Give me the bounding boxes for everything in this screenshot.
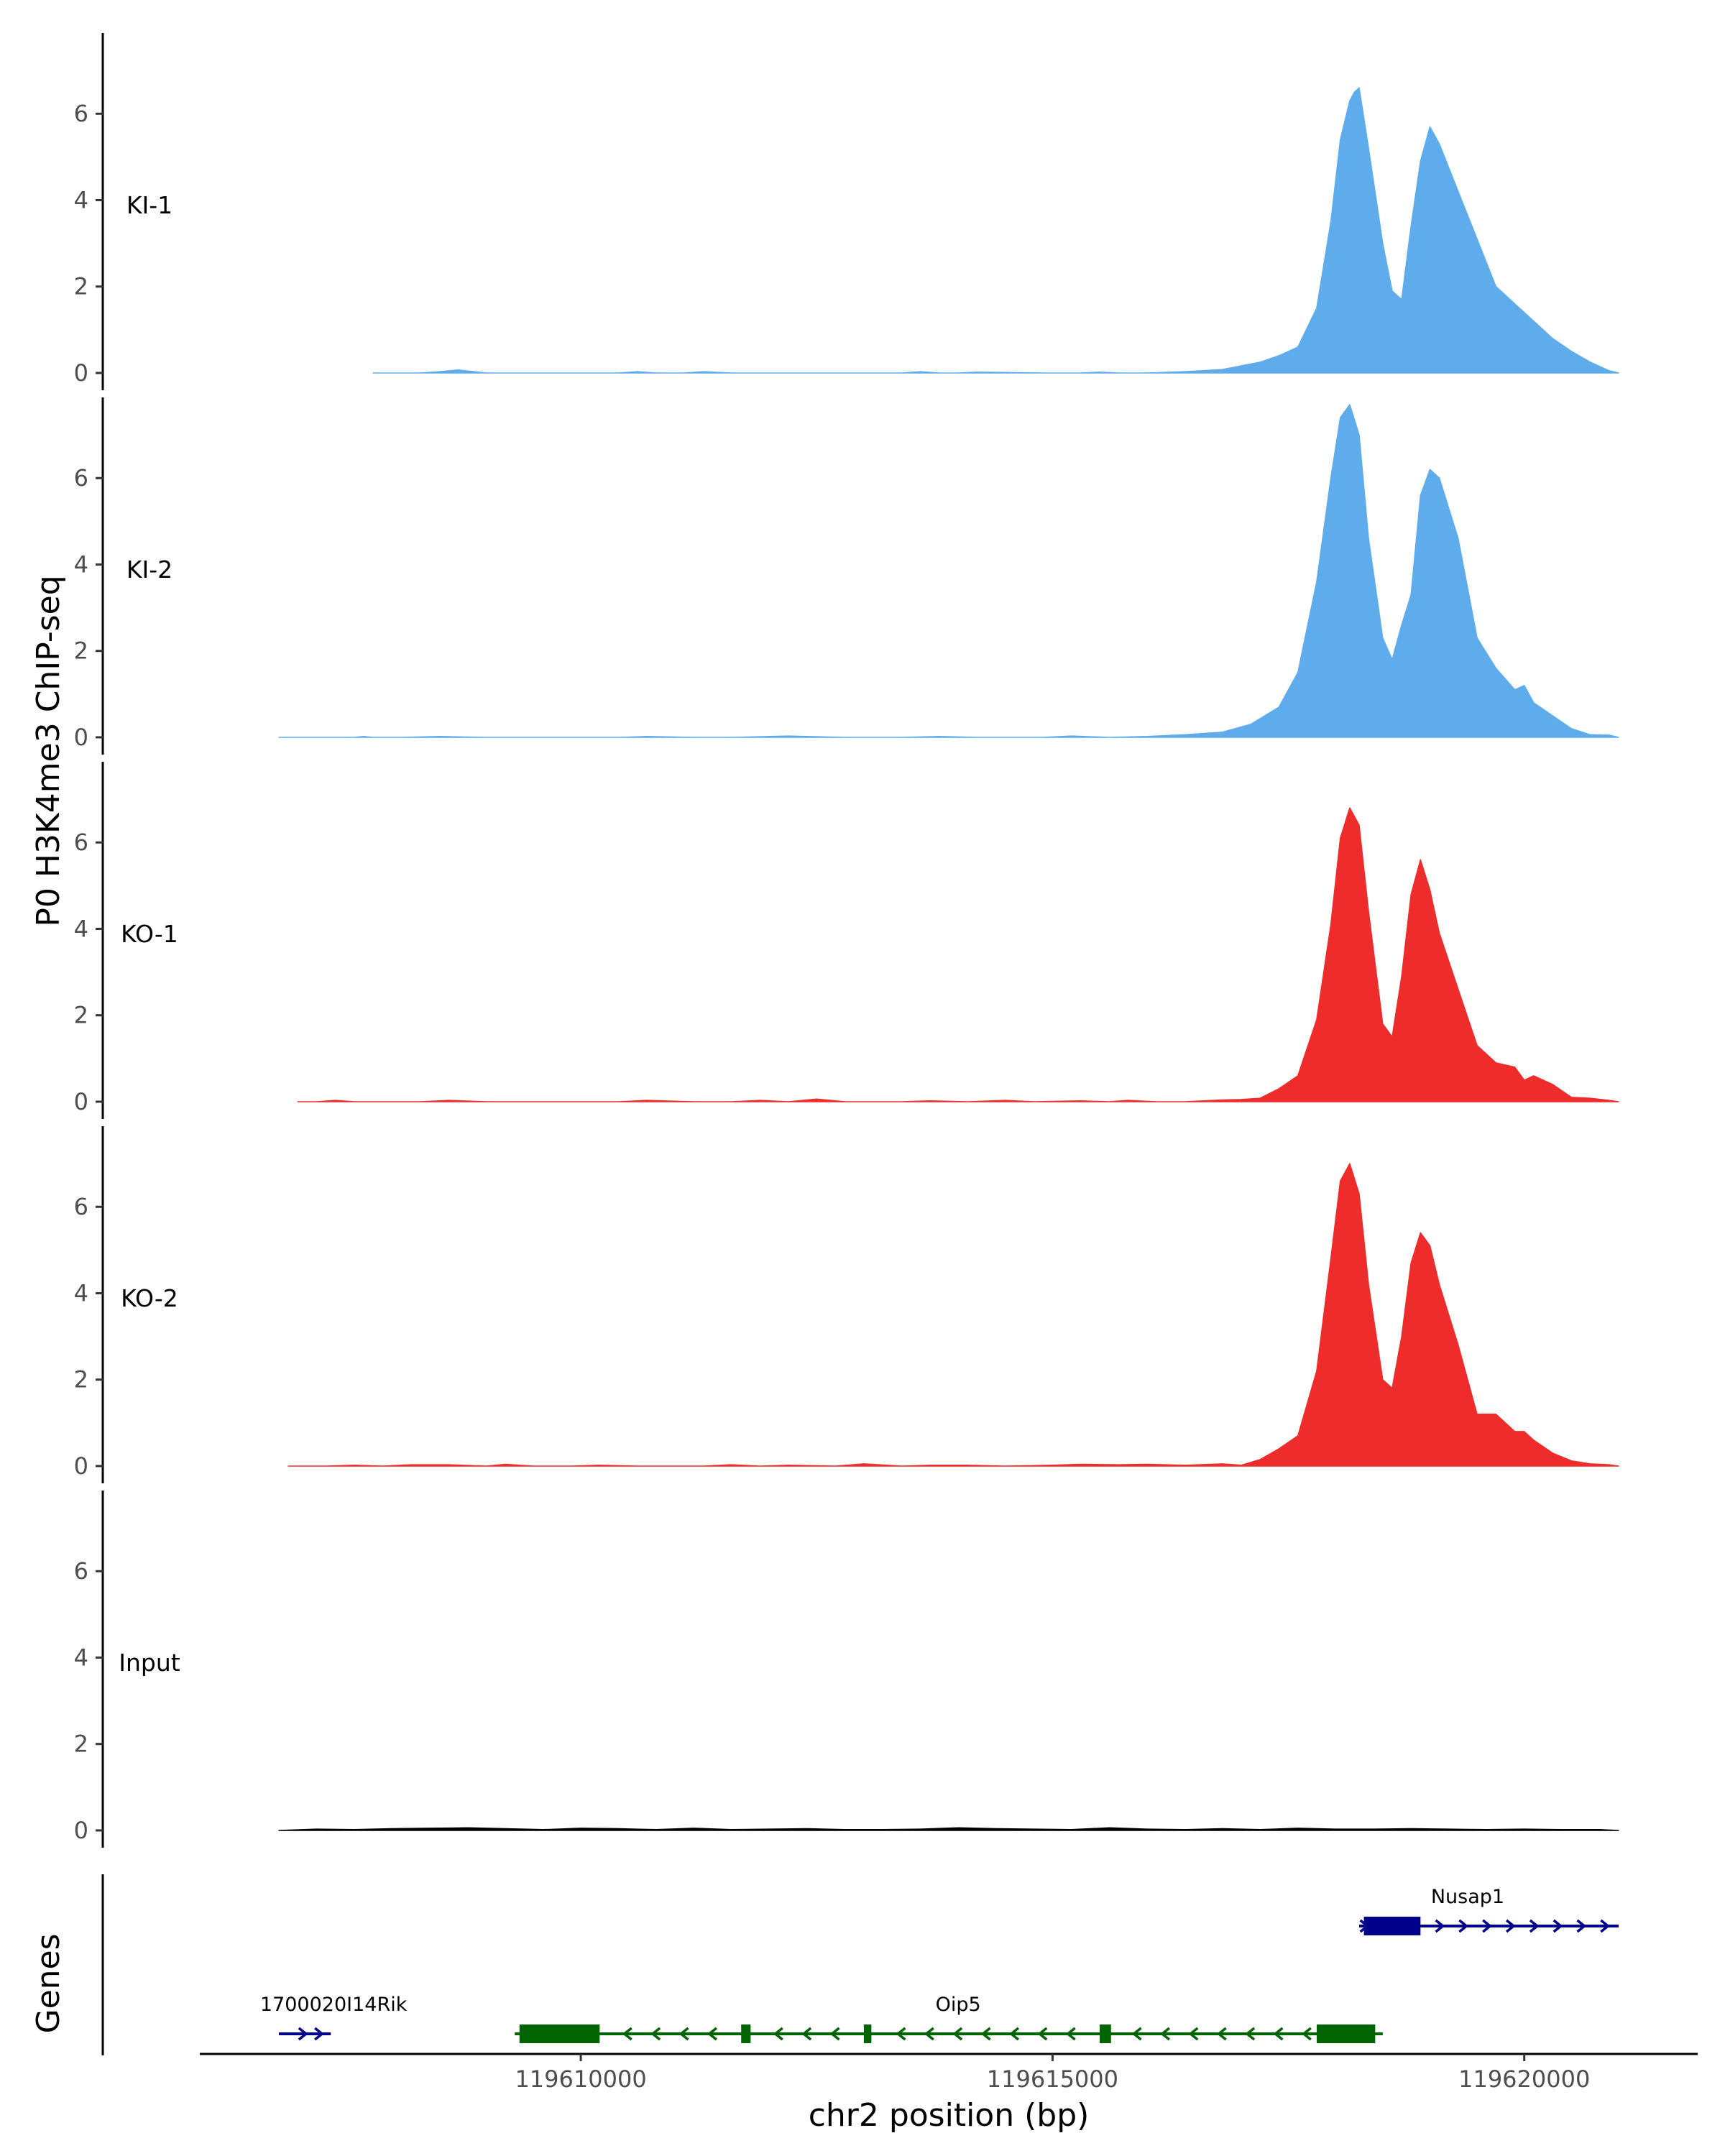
- strand-arrow: [707, 2027, 717, 2041]
- strand-arrow: [1065, 2027, 1076, 2041]
- signal-area-ki-1: [372, 87, 1619, 374]
- strand-arrow: [1160, 2027, 1171, 2041]
- y-tick-label: 0: [74, 359, 88, 387]
- track-panel-ki-2: 0 2 4 6 KI-2: [74, 397, 1619, 755]
- strand-arrow: [1505, 1919, 1516, 1933]
- y-tick-label: 6: [74, 829, 88, 856]
- strand-arrow: [1131, 2027, 1142, 2041]
- strand-arrow: [1359, 1919, 1370, 1933]
- signal-area-ki-2: [278, 404, 1619, 738]
- strand-arrow: [801, 2027, 812, 2041]
- gene-exon: [1100, 2024, 1111, 2043]
- y-tick-label: 2: [74, 1731, 88, 1758]
- y-axis-title: P0 H3K4me3 ChIP-seq: [30, 575, 67, 926]
- strand-arrow: [773, 2027, 783, 2041]
- track-label-ko-2: KO-2: [121, 1284, 178, 1312]
- strand-arrow: [298, 2027, 308, 2041]
- strand-arrow: [1482, 1919, 1493, 1933]
- track-label-ki-2: KI-2: [126, 556, 172, 584]
- y-tick-label: 2: [74, 273, 88, 300]
- strand-arrow: [1009, 2027, 1019, 2041]
- strand-arrow: [1600, 1919, 1611, 1933]
- strand-arrow: [1576, 1919, 1587, 1933]
- gene-oip5: Oip5: [515, 1994, 1383, 2043]
- gene-annotation-panel: 119610000 119615000 119620000 1700020I14Rik…: [101, 1874, 1698, 2093]
- track-label-ko-1: KO-1: [121, 920, 178, 948]
- y-tick-label: 4: [74, 1644, 88, 1671]
- gene-nusap1: Nusap1: [1359, 1886, 1619, 1935]
- strand-arrow: [1458, 1919, 1469, 1933]
- y-tick-label: 0: [74, 1817, 88, 1844]
- signal-area-ko-2: [288, 1163, 1619, 1467]
- y-tick-label: 0: [74, 1452, 88, 1480]
- gene-exon: [863, 2024, 872, 2043]
- y-tick-label: 6: [74, 1193, 88, 1220]
- y-tick-label: 6: [74, 1557, 88, 1585]
- y-tick-label: 0: [74, 1088, 88, 1115]
- x-tick-label: 119615000: [987, 2065, 1118, 2093]
- strand-arrow: [678, 2027, 689, 2041]
- y-tick-label: 2: [74, 1002, 88, 1029]
- x-tick-label: 119620000: [1458, 2065, 1590, 2093]
- strand-arrow: [1188, 2027, 1199, 2041]
- strand-arrow: [650, 2027, 661, 2041]
- y-tick-label: 0: [74, 724, 88, 751]
- y-tick-label: 2: [74, 637, 88, 665]
- track-panel-ko-1: 0 2 4 6 KO-1: [74, 762, 1619, 1119]
- strand-arrow: [829, 2027, 840, 2041]
- x-tick-label: 119610000: [515, 2065, 646, 2093]
- y-tick-label: 4: [74, 915, 88, 942]
- strand-arrow: [1435, 1919, 1445, 1933]
- track-panel-input: 0 2 4 6 Input: [74, 1491, 1619, 1848]
- genes-axis-title: Genes: [30, 1933, 67, 2033]
- gene-label-1700020i14rik: 1700020I14Rik: [260, 1994, 408, 2016]
- track-label-input: Input: [119, 1649, 180, 1677]
- y-tick-label: 2: [74, 1366, 88, 1393]
- track-panel-ki-1: 0 2 4 6 KI-1: [74, 33, 1619, 390]
- gene-exon: [519, 2024, 600, 2043]
- signal-area-input: [278, 1827, 1619, 1831]
- y-tick-label: 4: [74, 1279, 88, 1307]
- track-label-ki-1: KI-1: [126, 191, 172, 219]
- signal-area-ko-1: [297, 807, 1619, 1102]
- gene-label-nusap1: Nusap1: [1431, 1886, 1504, 1908]
- strand-arrow: [1037, 2027, 1048, 2041]
- y-tick-label: 4: [74, 550, 88, 578]
- strand-arrow: [1552, 1919, 1563, 1933]
- strand-arrow: [622, 2027, 632, 2041]
- x-axis-title: chr2 position (bp): [809, 2097, 1090, 2134]
- strand-arrow: [314, 2027, 324, 2041]
- gene-1700020i14rik: 1700020I14Rik: [260, 1994, 408, 2041]
- y-tick-label: 6: [74, 100, 88, 127]
- strand-arrow: [1529, 1919, 1540, 1933]
- strand-arrow: [1273, 2027, 1284, 2041]
- track-panel-ko-2: 0 2 4 6 KO-2: [74, 1126, 1619, 1483]
- gene-label-oip5: Oip5: [936, 1994, 981, 2016]
- signal-tracks: 0 2 4 6 KI-1 0 2 4 6 KI-2 0 2 4 6 KO-1 0 2 4 6 KO-2 0 2 4 6 Inpu…: [74, 33, 1619, 1848]
- strand-arrow: [924, 2027, 934, 2041]
- y-tick-label: 6: [74, 464, 88, 492]
- gene-exon: [741, 2024, 751, 2043]
- strand-arrow: [952, 2027, 963, 2041]
- strand-arrow: [1302, 2027, 1312, 2041]
- y-tick-label: 4: [74, 186, 88, 213]
- gene-exon: [1316, 2024, 1376, 2043]
- strand-arrow: [896, 2027, 906, 2041]
- gene-exon: [1363, 1917, 1421, 1935]
- strand-arrow: [1216, 2027, 1227, 2041]
- strand-arrow: [1245, 2027, 1256, 2041]
- strand-arrow: [980, 2027, 991, 2041]
